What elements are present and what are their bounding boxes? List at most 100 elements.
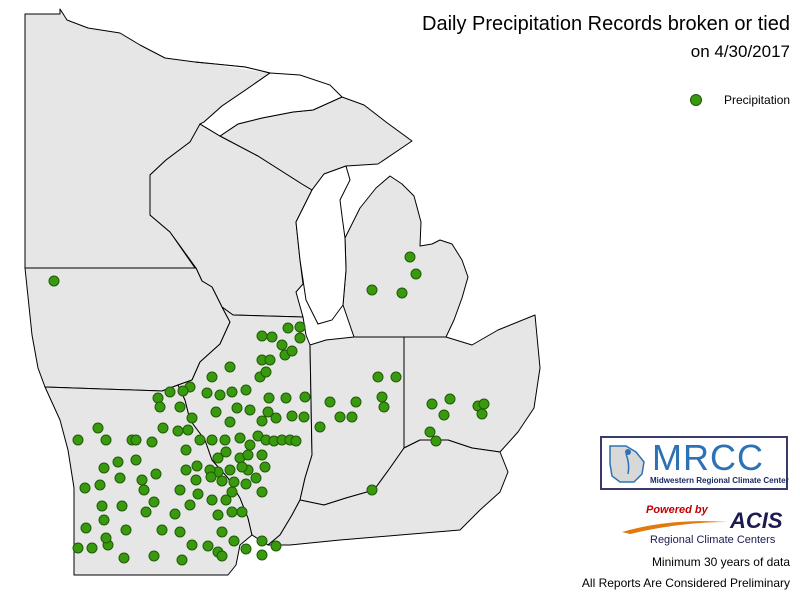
- precipitation-record-marker[interactable]: [256, 415, 268, 427]
- precipitation-record-marker[interactable]: [206, 434, 218, 446]
- precipitation-record-marker[interactable]: [140, 506, 152, 518]
- precipitation-record-marker[interactable]: [262, 406, 274, 418]
- precipitation-record-marker[interactable]: [174, 401, 186, 413]
- precipitation-record-marker[interactable]: [294, 332, 306, 344]
- precipitation-record-marker[interactable]: [256, 330, 268, 342]
- precipitation-record-marker[interactable]: [404, 251, 416, 263]
- precipitation-record-marker[interactable]: [216, 526, 228, 538]
- precipitation-record-marker[interactable]: [86, 542, 98, 554]
- precipitation-record-marker[interactable]: [226, 506, 238, 518]
- precipitation-record-marker[interactable]: [240, 543, 252, 555]
- precipitation-record-marker[interactable]: [152, 392, 164, 404]
- precipitation-record-marker[interactable]: [286, 345, 298, 357]
- precipitation-record-marker[interactable]: [186, 412, 198, 424]
- precipitation-record-marker[interactable]: [430, 435, 442, 447]
- precipitation-record-marker[interactable]: [190, 474, 202, 486]
- precipitation-record-marker[interactable]: [216, 550, 228, 562]
- precipitation-record-marker[interactable]: [240, 478, 252, 490]
- precipitation-record-marker[interactable]: [130, 454, 142, 466]
- precipitation-record-marker[interactable]: [346, 411, 358, 423]
- precipitation-record-marker[interactable]: [250, 472, 262, 484]
- precipitation-record-marker[interactable]: [280, 392, 292, 404]
- precipitation-record-marker[interactable]: [226, 386, 238, 398]
- precipitation-record-marker[interactable]: [270, 412, 282, 424]
- precipitation-record-marker[interactable]: [120, 524, 132, 536]
- precipitation-record-marker[interactable]: [226, 486, 238, 498]
- precipitation-record-marker[interactable]: [390, 371, 402, 383]
- precipitation-record-marker[interactable]: [236, 506, 248, 518]
- precipitation-record-marker[interactable]: [72, 542, 84, 554]
- precipitation-record-marker[interactable]: [150, 468, 162, 480]
- precipitation-record-marker[interactable]: [324, 396, 336, 408]
- precipitation-record-marker[interactable]: [378, 401, 390, 413]
- precipitation-record-marker[interactable]: [48, 275, 60, 287]
- precipitation-record-marker[interactable]: [372, 371, 384, 383]
- precipitation-record-marker[interactable]: [114, 472, 126, 484]
- precipitation-record-marker[interactable]: [266, 331, 278, 343]
- precipitation-record-marker[interactable]: [157, 422, 169, 434]
- precipitation-record-marker[interactable]: [182, 424, 194, 436]
- precipitation-record-marker[interactable]: [100, 434, 112, 446]
- precipitation-record-marker[interactable]: [180, 464, 192, 476]
- precipitation-record-marker[interactable]: [282, 322, 294, 334]
- precipitation-record-marker[interactable]: [234, 432, 246, 444]
- precipitation-record-marker[interactable]: [366, 484, 378, 496]
- precipitation-record-marker[interactable]: [244, 439, 256, 451]
- precipitation-record-marker[interactable]: [212, 452, 224, 464]
- precipitation-record-marker[interactable]: [174, 484, 186, 496]
- precipitation-record-marker[interactable]: [263, 392, 275, 404]
- precipitation-record-marker[interactable]: [256, 535, 268, 547]
- precipitation-record-marker[interactable]: [154, 401, 166, 413]
- precipitation-record-marker[interactable]: [202, 540, 214, 552]
- precipitation-record-marker[interactable]: [224, 416, 236, 428]
- precipitation-record-marker[interactable]: [92, 422, 104, 434]
- precipitation-record-marker[interactable]: [201, 387, 213, 399]
- precipitation-record-marker[interactable]: [206, 494, 218, 506]
- precipitation-record-marker[interactable]: [116, 500, 128, 512]
- precipitation-record-marker[interactable]: [224, 464, 236, 476]
- precipitation-record-marker[interactable]: [180, 444, 192, 456]
- precipitation-record-marker[interactable]: [298, 411, 310, 423]
- precipitation-record-marker[interactable]: [130, 434, 142, 446]
- precipitation-record-marker[interactable]: [214, 389, 226, 401]
- precipitation-record-marker[interactable]: [176, 554, 188, 566]
- precipitation-record-marker[interactable]: [169, 508, 181, 520]
- precipitation-record-marker[interactable]: [242, 449, 254, 461]
- precipitation-record-marker[interactable]: [444, 393, 456, 405]
- precipitation-record-marker[interactable]: [156, 524, 168, 536]
- precipitation-record-marker[interactable]: [294, 321, 306, 333]
- precipitation-record-marker[interactable]: [270, 540, 282, 552]
- precipitation-record-marker[interactable]: [350, 396, 362, 408]
- precipitation-record-marker[interactable]: [290, 435, 302, 447]
- precipitation-record-marker[interactable]: [216, 475, 228, 487]
- precipitation-record-marker[interactable]: [438, 409, 450, 421]
- precipitation-record-marker[interactable]: [478, 398, 490, 410]
- precipitation-record-marker[interactable]: [100, 532, 112, 544]
- mrcc-logo[interactable]: MRCC Midwestern Regional Climate Center: [600, 436, 789, 490]
- precipitation-record-marker[interactable]: [224, 361, 236, 373]
- precipitation-record-marker[interactable]: [177, 385, 189, 397]
- precipitation-record-marker[interactable]: [314, 421, 326, 433]
- precipitation-record-marker[interactable]: [98, 514, 110, 526]
- precipitation-record-marker[interactable]: [194, 434, 206, 446]
- precipitation-record-marker[interactable]: [231, 402, 243, 414]
- precipitation-record-marker[interactable]: [174, 526, 186, 538]
- precipitation-record-marker[interactable]: [136, 474, 148, 486]
- precipitation-record-marker[interactable]: [146, 436, 158, 448]
- precipitation-record-marker[interactable]: [256, 486, 268, 498]
- precipitation-record-marker[interactable]: [220, 494, 232, 506]
- precipitation-record-marker[interactable]: [148, 496, 160, 508]
- precipitation-record-marker[interactable]: [79, 482, 91, 494]
- precipitation-record-marker[interactable]: [236, 461, 248, 473]
- precipitation-record-marker[interactable]: [186, 539, 198, 551]
- precipitation-record-marker[interactable]: [112, 456, 124, 468]
- precipitation-record-marker[interactable]: [206, 371, 218, 383]
- precipitation-record-marker[interactable]: [299, 391, 311, 403]
- precipitation-record-marker[interactable]: [228, 476, 240, 488]
- precipitation-record-marker[interactable]: [72, 434, 84, 446]
- precipitation-record-marker[interactable]: [212, 509, 224, 521]
- precipitation-record-marker[interactable]: [286, 410, 298, 422]
- precipitation-record-marker[interactable]: [396, 287, 408, 299]
- precipitation-record-marker[interactable]: [80, 522, 92, 534]
- precipitation-record-marker[interactable]: [184, 499, 196, 511]
